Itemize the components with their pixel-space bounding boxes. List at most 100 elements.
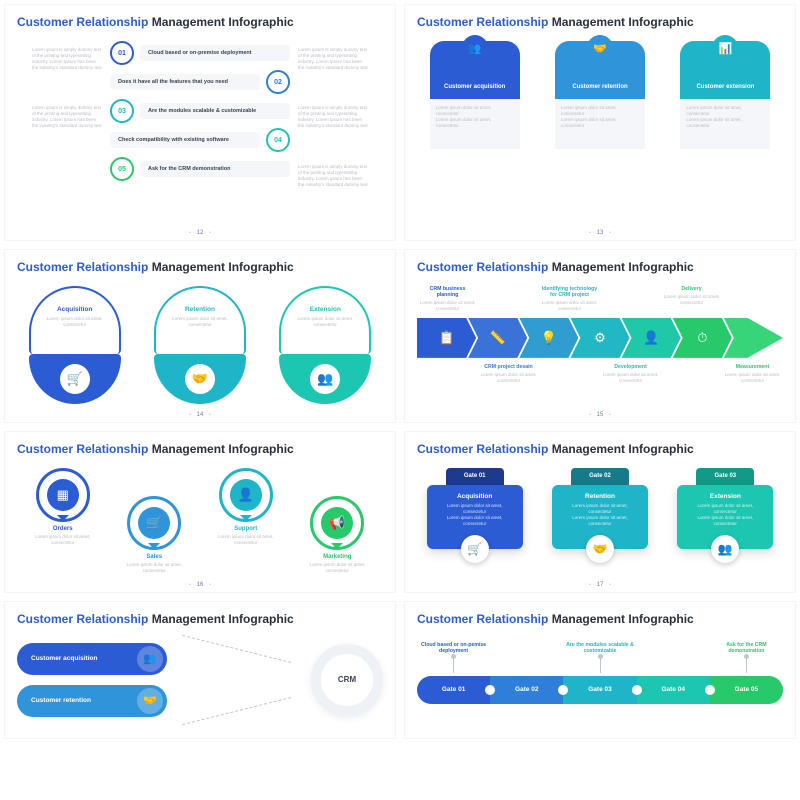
s19-label: Are the modules scalable & customizable xyxy=(563,642,636,654)
pin-icon: 📢 xyxy=(321,507,353,539)
card-desc: Lorem ipsum dolor sit amet, consecteturL… xyxy=(436,105,514,129)
pin-icon: 👤 xyxy=(230,479,262,511)
arch-icon: 🛒 xyxy=(60,364,90,394)
title-accent: Customer Relationship xyxy=(17,15,148,29)
page-number: 17 xyxy=(583,582,617,588)
pill-icon: 👥 xyxy=(137,646,163,672)
slide-title: Customer Relationship Management Infogra… xyxy=(417,260,783,274)
slide-title: Customer Relationship Management Infogra… xyxy=(17,442,383,456)
card-label: Customer retention xyxy=(572,84,627,91)
s13-card: 🤝 Customer retention Lorem ipsum dolor s… xyxy=(555,41,645,149)
s17-card: Gate 02 Retention Lorem ipsum dolor sit … xyxy=(552,468,648,549)
page-number: 13 xyxy=(583,230,617,236)
gate-title: Acquisition xyxy=(435,493,515,500)
s15-label: DevelopmentLorem ipsum dolor sit amet, c… xyxy=(600,364,661,384)
s12-step: Does it have all the features that you n… xyxy=(110,70,290,94)
slide-14: Customer Relationship Management Infogra… xyxy=(4,249,396,423)
gate-pill: Gate 05 xyxy=(710,676,783,704)
page-number: 16 xyxy=(183,582,217,588)
s12-left-notes: Lorem ipsum is simply dummy text of the … xyxy=(32,41,102,164)
card-label: Customer acquisition xyxy=(444,84,505,91)
s16-pin-item: ▦ .s16-item:nth-child(1) .s16-pin::after… xyxy=(24,468,102,574)
pin-desc: Lorem ipsum dolor sit amet, consectetur xyxy=(24,534,102,546)
s15-arrow: 📋📏💡⚙👤⏱ xyxy=(417,318,783,358)
card-desc: Lorem ipsum dolor sit amet, consecteturL… xyxy=(686,105,764,129)
s12-step: Ask for the CRM demonstration 05 xyxy=(110,157,290,181)
pill-icon: 🤝 xyxy=(137,688,163,714)
arrow-segment: 📏 xyxy=(468,318,527,358)
arch-desc: Lorem ipsum dolor sit amet, consectetur xyxy=(164,316,236,328)
s12-step-number: 04 xyxy=(266,128,290,152)
gate-icon: 🛒 xyxy=(461,535,489,563)
s15-label: CRM project desainLorem ipsum dolor sit … xyxy=(478,364,539,384)
slide-16: Customer Relationship Management Infogra… xyxy=(4,431,396,593)
slide-title: Customer Relationship Management Infogra… xyxy=(417,15,783,29)
gate-pill: Gate 01 xyxy=(417,676,490,704)
slide-title: Customer Relationship Management Infogra… xyxy=(17,15,383,29)
s12-step: Are the modules scalable & customizable … xyxy=(110,99,290,123)
arch-title: Extension xyxy=(289,306,361,313)
gate-pill: Gate 02 xyxy=(490,676,563,704)
page-number: 12 xyxy=(183,230,217,236)
s16-pin-item: 🛒 .s16-item:nth-child(2) .s16-pin::after… xyxy=(115,496,193,574)
arrow-segment: ⚙ xyxy=(570,318,629,358)
slide-19: Customer Relationship Management Infogra… xyxy=(404,601,796,739)
s15-label: DeliveryLorem ipsum dolor sit amet, cons… xyxy=(661,286,722,312)
s12-step-label: Ask for the CRM demonstration xyxy=(140,161,290,178)
card-icon: 🤝 xyxy=(587,35,613,61)
slide-18: Customer Relationship Management Infogra… xyxy=(4,601,396,739)
arrow-segment: 👤 xyxy=(622,318,681,358)
s16-pin-item: 👤 .s16-item:nth-child(3) .s16-pin::after… xyxy=(207,468,285,574)
s19-label: Cloud based or on-pemise deployment xyxy=(417,642,490,654)
arrow-segment: 📋 xyxy=(417,318,476,358)
s12-steps: Cloud based or on-premise deployment 01 D… xyxy=(110,41,290,186)
s12-step-number: 05 xyxy=(110,157,134,181)
s12-step-label: Check compatibility with existing softwa… xyxy=(110,132,260,149)
pin-desc: Lorem ipsum dolor sit amet, consectetur xyxy=(298,562,376,574)
s14-cards: Acquisition Lorem ipsum dolor sit amet, … xyxy=(17,286,383,404)
s18-pills: Customer acquisition 👥 Customer retentio… xyxy=(17,643,167,717)
s17-card: Gate 03 Extension Lorem ipsum dolor sit … xyxy=(677,468,773,549)
slide-title: Customer Relationship Management Infogra… xyxy=(17,612,383,626)
arrow-segment: ⏱ xyxy=(673,318,732,358)
pill-label: Customer retention xyxy=(31,697,91,704)
page-number: 15 xyxy=(583,412,617,418)
s17-card: Gate 01 Acquisition Lorem ipsum dolor si… xyxy=(427,468,523,549)
s12-step-label: Does it have all the features that you n… xyxy=(110,74,260,91)
s17-cards: Gate 01 Acquisition Lorem ipsum dolor si… xyxy=(417,468,783,549)
s16-pins: ▦ .s16-item:nth-child(1) .s16-pin::after… xyxy=(17,468,383,574)
gate-desc: Lorem ipsum dolor sit amet, consecteturL… xyxy=(685,503,765,527)
pin-icon: ▦ xyxy=(47,479,79,511)
pin-desc: Lorem ipsum dolor sit amet, consectetur xyxy=(207,534,285,546)
gate-tab: Gate 02 xyxy=(571,468,629,485)
s18-pill: Customer acquisition 👥 xyxy=(17,643,167,675)
s15-top-labels: CRM business planningLorem ipsum dolor s… xyxy=(417,286,783,312)
arch-icon: 🤝 xyxy=(185,364,215,394)
pill-label: Customer acquisition xyxy=(31,655,97,662)
s19-label: Ask for the CRM demonstration xyxy=(710,642,783,654)
s15-bottom-labels: CRM project desainLorem ipsum dolor sit … xyxy=(417,364,783,384)
slide-15: Customer Relationship Management Infogra… xyxy=(404,249,796,423)
slide-12: Customer Relationship Management Infogra… xyxy=(4,4,396,241)
gate-tab: Gate 03 xyxy=(696,468,754,485)
arch-desc: Lorem ipsum dolor sit amet, consectetur xyxy=(39,316,111,328)
card-label: Customer extension xyxy=(696,84,754,91)
pin-desc: Lorem ipsum dolor sit amet, consectetur xyxy=(115,562,193,574)
s12-step-label: Are the modules scalable & customizable xyxy=(140,103,290,120)
arrow-head xyxy=(724,318,783,358)
s12-step-label: Cloud based or on-premise deployment xyxy=(140,45,290,62)
s13-card: 📊 Customer extension Lorem ipsum dolor s… xyxy=(680,41,770,149)
s12-step: Check compatibility with existing softwa… xyxy=(110,128,290,152)
arch-desc: Lorem ipsum dolor sit amet, consectetur xyxy=(289,316,361,328)
s12-step-number: 01 xyxy=(110,41,134,65)
s16-pin-item: 📢 .s16-item:nth-child(4) .s16-pin::after… xyxy=(298,496,376,574)
gate-title: Retention xyxy=(560,493,640,500)
s15-label: Identifying technology for CRM projectLo… xyxy=(539,286,600,312)
card-desc: Lorem ipsum dolor sit amet, consecteturL… xyxy=(561,105,639,129)
s12-step-number: 02 xyxy=(266,70,290,94)
arrow-segment: 💡 xyxy=(519,318,578,358)
s15-label: CRM business planningLorem ipsum dolor s… xyxy=(417,286,478,312)
s18-connector-lines xyxy=(179,640,299,720)
s13-card: 👥 Customer acquisition Lorem ipsum dolor… xyxy=(430,41,520,149)
slide-17: Customer Relationship Management Infogra… xyxy=(404,431,796,593)
